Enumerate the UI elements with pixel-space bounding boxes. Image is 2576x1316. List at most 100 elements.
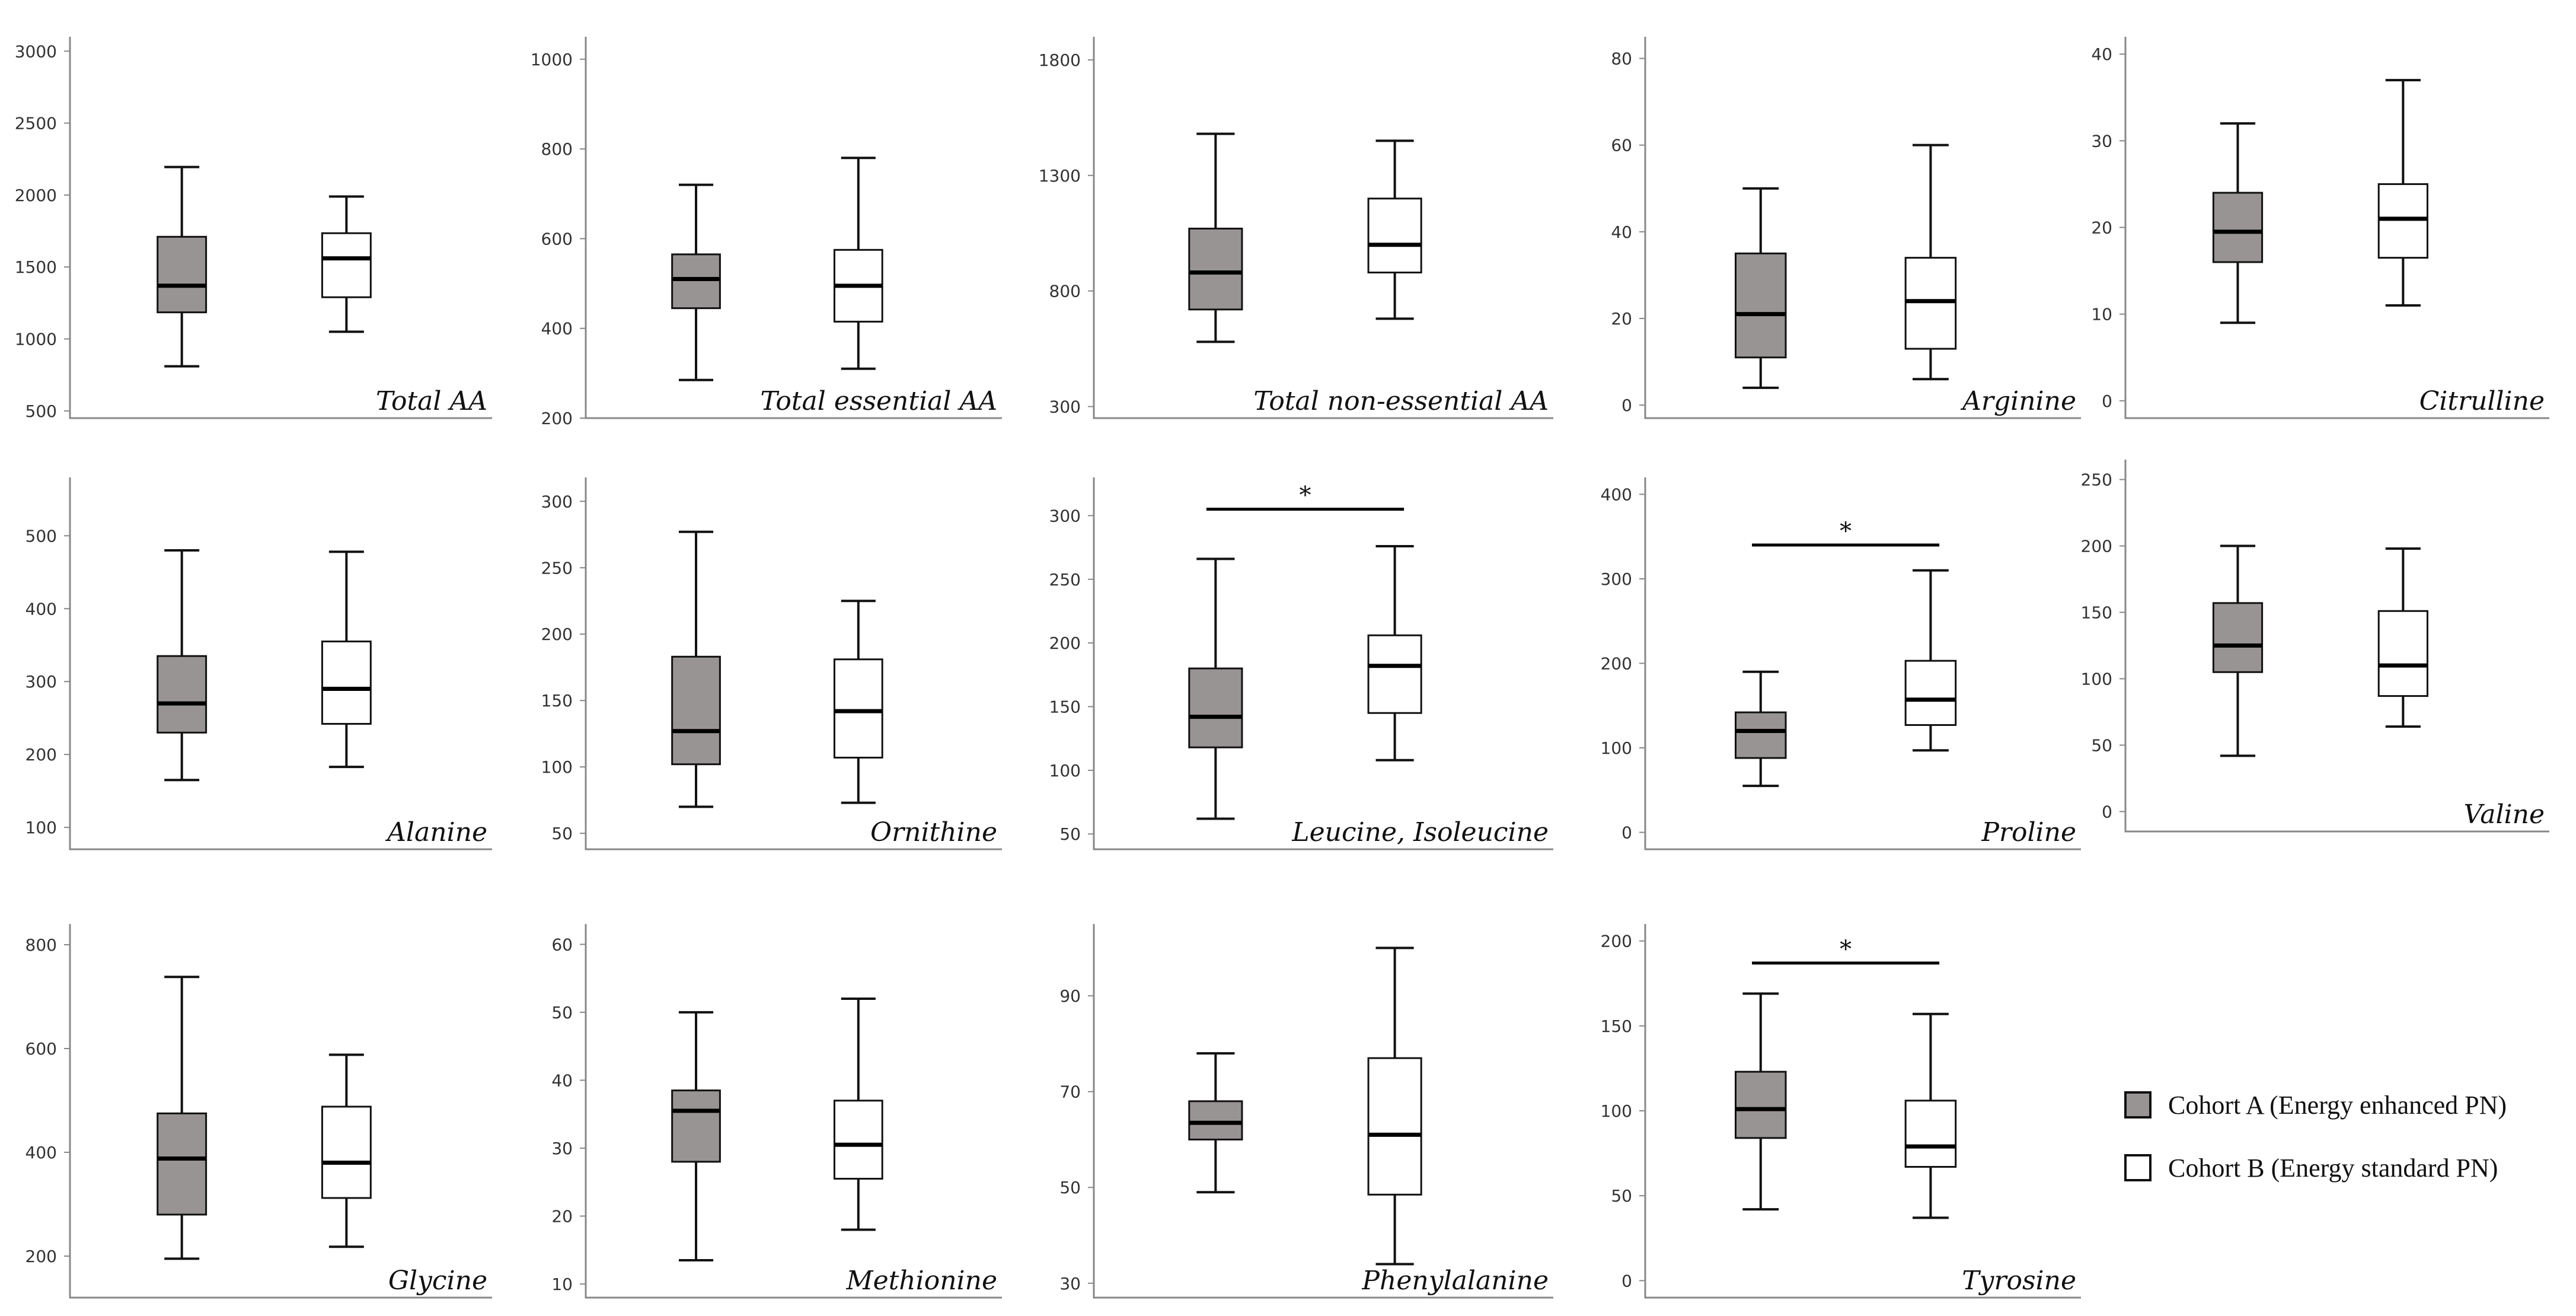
y-tick-label-total-non-essential-aa: 1300 <box>1039 166 1081 186</box>
y-tick-label-glycine: 200 <box>25 1247 57 1266</box>
y-tick-label-arginine: 80 <box>1611 49 1632 69</box>
iqr-box <box>1188 667 1243 748</box>
y-tick-label-glycine: 600 <box>25 1039 57 1059</box>
y-tick-label-methionine: 20 <box>551 1207 573 1226</box>
panel-methionine: 10 20 30 40 50 60 Methionine <box>551 924 1002 1299</box>
box-total-non-essential-aa-cohort-a <box>1188 132 1243 343</box>
y-tick-label-ornithine: 300 <box>541 492 573 511</box>
box-total-essential-aa-cohort-a <box>671 183 721 381</box>
panel-alanine: 100 200 300 400 500 Alanine <box>25 477 492 850</box>
y-tick-label-total-aa: 500 <box>25 402 57 421</box>
y-tick-label-ornithine: 200 <box>541 624 573 644</box>
y-tick-label-total-non-essential-aa: 300 <box>1049 397 1081 417</box>
iqr-box <box>321 1105 372 1199</box>
axis-total-aa <box>69 37 492 419</box>
legend: Cohort A (Energy enhanced PN) Cohort B (… <box>2124 1091 2507 1183</box>
panel-title-valine: Valine <box>2464 799 2545 830</box>
legend-label-cohort-b: Cohort B (Energy standard PN) <box>2168 1154 2498 1183</box>
significance-label-leucine-isoleucine: * <box>1300 482 1311 509</box>
iqr-box <box>671 1089 721 1163</box>
y-tick-label-methionine: 30 <box>551 1139 573 1158</box>
iqr-box <box>157 1112 208 1216</box>
y-tick-label-total-aa: 2500 <box>15 114 57 133</box>
y-tick-label-alanine: 300 <box>25 672 57 692</box>
panel-citrulline: 0 10 20 30 40 Citrulline <box>2091 37 2549 419</box>
y-tick-label-total-non-essential-aa: 1800 <box>1039 50 1081 70</box>
box-citrulline-cohort-a <box>2212 122 2264 324</box>
y-tick-label-phenylalanine: 70 <box>1059 1082 1081 1102</box>
iqr-box <box>2377 610 2428 697</box>
y-tick-label-valine: 100 <box>2081 669 2112 689</box>
panel-title-tyrosine: Tyrosine <box>1962 1266 2076 1296</box>
y-tick-label-ornithine: 100 <box>541 757 573 777</box>
panel-title-glycine: Glycine <box>388 1266 487 1296</box>
significance-label-tyrosine: * <box>1840 936 1852 963</box>
iqr-box <box>1735 1070 1787 1139</box>
iqr-box <box>1735 252 1787 359</box>
box-arginine-cohort-a <box>1735 187 1787 389</box>
panel-title-total-aa: Total AA <box>376 386 487 416</box>
y-tick-label-citrulline: 30 <box>2091 131 2112 151</box>
y-tick-label-tyrosine: 50 <box>1611 1186 1632 1206</box>
y-tick-label-citrulline: 20 <box>2091 218 2112 238</box>
y-tick-label-alanine: 400 <box>25 599 57 619</box>
box-ornithine-cohort-b <box>833 600 883 804</box>
iqr-box <box>321 232 372 298</box>
y-tick-label-phenylalanine: 50 <box>1059 1178 1081 1197</box>
panel-title-alanine: Alanine <box>385 817 487 847</box>
y-tick-label-leucine-isoleucine: 50 <box>1059 824 1081 844</box>
axis-arginine <box>1644 37 2081 419</box>
axis-valine <box>2124 460 2549 833</box>
significance-label-proline: * <box>1840 518 1852 545</box>
y-tick-label-total-non-essential-aa: 800 <box>1049 282 1081 301</box>
y-tick-label-methionine: 40 <box>551 1070 573 1090</box>
box-alanine-cohort-b <box>321 550 372 769</box>
panel-title-citrulline: Citrulline <box>2419 386 2545 416</box>
y-tick-label-total-aa: 3000 <box>15 42 57 61</box>
box-methionine-cohort-b <box>833 998 883 1231</box>
panel-arginine: 0 20 40 60 80 Arginine <box>1611 37 2081 419</box>
iqr-box <box>321 641 372 725</box>
y-tick-label-valine: 150 <box>2081 603 2112 623</box>
y-tick-label-leucine-isoleucine: 300 <box>1049 506 1081 525</box>
axis-citrulline <box>2124 37 2549 419</box>
iqr-box <box>2212 192 2264 263</box>
box-valine-cohort-a <box>2212 544 2264 757</box>
panel-leucine-isoleucine: 50 100 150 200 250 300 * Leucine, Isoleucine <box>1049 477 1553 850</box>
y-tick-label-tyrosine: 150 <box>1601 1017 1632 1036</box>
box-glycine-cohort-a <box>157 976 208 1260</box>
box-leucine-isoleucine-cohort-a <box>1188 557 1243 820</box>
panel-title-total-non-essential-aa: Total non-essential AA <box>1253 386 1549 416</box>
panel-glycine: 200 400 600 800 Glycine <box>25 924 492 1299</box>
y-tick-label-glycine: 400 <box>25 1143 57 1162</box>
y-tick-label-proline: 0 <box>1621 823 1632 843</box>
panel-title-proline: Proline <box>1981 817 2076 847</box>
iqr-box <box>1367 197 1422 273</box>
panel-total-non-essential-aa: 300 800 1300 1800 Total non-essential AA <box>1039 37 1553 419</box>
box-citrulline-cohort-b <box>2377 79 2428 307</box>
iqr-box <box>1735 711 1787 759</box>
y-tick-label-tyrosine: 0 <box>1621 1271 1632 1290</box>
panel-total-aa: 500 1000 1500 2000 2500 3000 Total AA <box>15 37 492 421</box>
box-total-aa-cohort-b <box>321 195 372 333</box>
box-ornithine-cohort-a <box>671 530 721 808</box>
panel-proline: 0 100 200 300 400 * Proline <box>1601 477 2081 850</box>
y-tick-label-alanine: 200 <box>25 745 57 764</box>
panel-total-essential-aa: 200 400 600 800 1000 Total essential AA <box>531 37 1002 428</box>
panel-tyrosine: 0 50 100 150 200 * Tyrosine <box>1601 924 2081 1299</box>
y-tick-label-leucine-isoleucine: 150 <box>1049 697 1081 717</box>
iqr-box <box>1367 1057 1422 1196</box>
y-tick-label-tyrosine: 200 <box>1601 932 1632 951</box>
axis-phenylalanine <box>1093 924 1553 1299</box>
y-tick-label-total-essential-aa: 1000 <box>531 50 573 69</box>
iqr-box <box>1367 634 1422 714</box>
y-tick-label-methionine: 60 <box>551 935 573 954</box>
iqr-box <box>1188 227 1243 311</box>
y-tick-label-citrulline: 10 <box>2091 305 2112 324</box>
panel-title-phenylalanine: Phenylalanine <box>1361 1266 1549 1296</box>
y-tick-label-proline: 200 <box>1601 654 1632 674</box>
box-phenylalanine-cohort-a <box>1188 1052 1243 1194</box>
axis-leucine-isoleucine <box>1093 477 1553 850</box>
box-total-aa-cohort-a <box>157 165 208 368</box>
iqr-box <box>1188 1100 1243 1140</box>
